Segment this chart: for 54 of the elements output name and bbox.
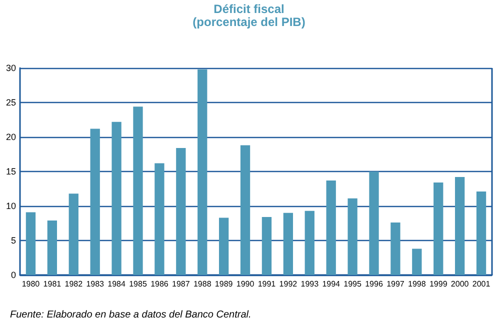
x-tick-label: 1981 — [43, 280, 62, 288]
y-tick-label: 0 — [10, 270, 16, 280]
x-tick-label: 1996 — [365, 280, 384, 288]
bar — [68, 194, 78, 275]
bar — [476, 192, 486, 275]
x-tick-label: 2001 — [472, 280, 491, 288]
bar — [326, 180, 336, 275]
x-tick-label: 1999 — [429, 280, 448, 288]
bar — [348, 198, 358, 275]
x-tick-label: 1991 — [258, 280, 276, 288]
chart-subtitle: (porcentaje del PIB) — [192, 15, 306, 29]
x-tick-label: 1984 — [108, 280, 126, 288]
bar — [412, 248, 422, 275]
x-tick-label: 1998 — [408, 280, 426, 288]
bar — [218, 218, 229, 275]
x-tick-label: 1987 — [172, 280, 190, 288]
source-note: Fuente: Elaborado en base a datos del Banco Central. — [10, 310, 252, 320]
y-tick-label: 15 — [6, 166, 16, 176]
x-tick-label: 1993 — [300, 280, 320, 288]
x-tick-label: 1983 — [86, 280, 105, 288]
bar — [112, 122, 122, 275]
y-tick-label: 25 — [6, 98, 16, 108]
bar — [304, 210, 314, 275]
x-tick-label: 1986 — [150, 280, 169, 288]
bar — [283, 212, 294, 275]
bar — [26, 212, 36, 275]
x-tick-label: 1988 — [193, 280, 212, 288]
bar — [90, 128, 100, 275]
x-tick-label: 1982 — [64, 280, 84, 288]
x-tick-label: 1990 — [236, 280, 255, 288]
bar — [154, 163, 164, 275]
bar — [434, 182, 444, 275]
x-tick-label: 1997 — [386, 280, 405, 288]
bar — [176, 148, 186, 275]
y-tick-label: 20 — [6, 132, 16, 142]
x-tick-label: 1985 — [129, 280, 148, 288]
x-tick-label: 1995 — [344, 280, 362, 288]
x-tick-label: 1992 — [279, 280, 298, 288]
bar — [240, 145, 250, 275]
bar — [390, 222, 400, 275]
x-tick-label: 1989 — [214, 280, 234, 288]
y-tick-label: 30 — [6, 63, 16, 73]
chart-title: Déficit fiscal — [214, 2, 284, 16]
y-tick-label: 10 — [6, 201, 16, 211]
bar — [262, 217, 272, 275]
bar — [454, 177, 465, 275]
bar — [369, 172, 379, 275]
bar — [198, 69, 208, 275]
x-tick-label: 1994 — [322, 280, 341, 288]
bar — [47, 220, 58, 275]
bar — [133, 106, 143, 275]
x-tick-label: 1980 — [22, 280, 40, 288]
x-tick-label: 2000 — [450, 280, 470, 288]
y-tick-label: 5 — [10, 236, 16, 246]
